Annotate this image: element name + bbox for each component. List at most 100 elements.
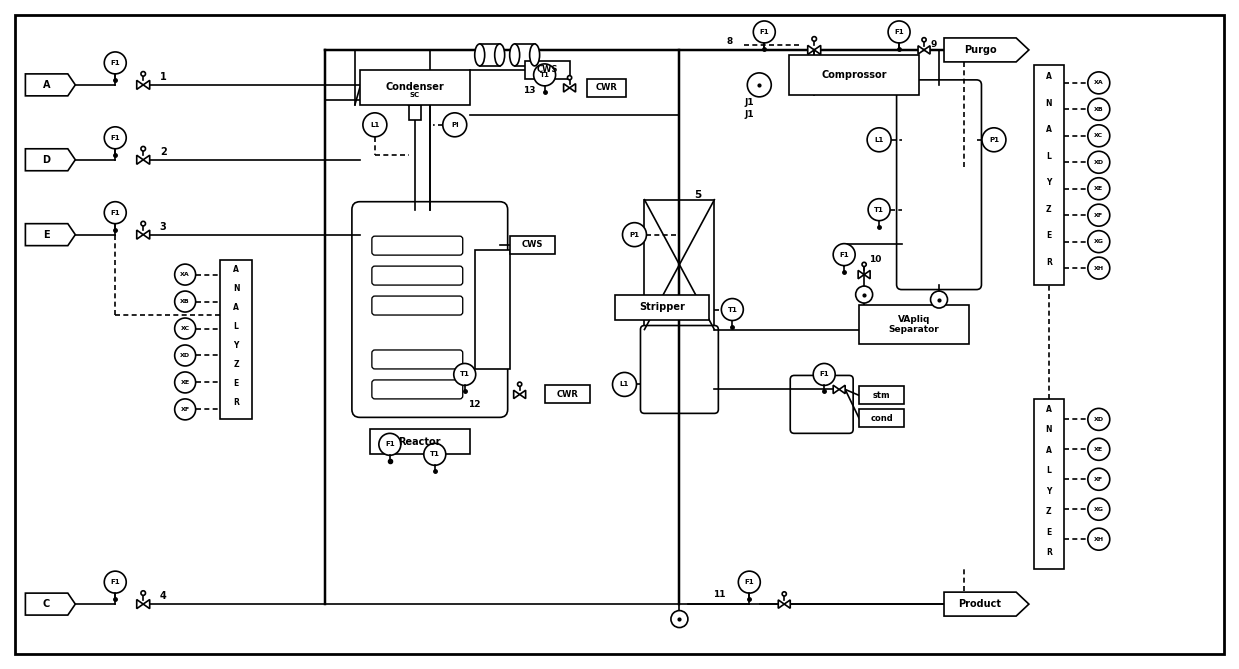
Polygon shape — [519, 390, 525, 399]
Text: E: E — [1046, 528, 1052, 537]
Text: cond: cond — [870, 414, 893, 423]
Text: XH: XH — [1094, 266, 1104, 270]
FancyBboxPatch shape — [372, 296, 462, 315]
Polygon shape — [25, 74, 76, 96]
Text: XB: XB — [1094, 107, 1104, 112]
Bar — [475, 250, 509, 369]
FancyBboxPatch shape — [790, 375, 854, 434]
Text: Z: Z — [1046, 205, 1052, 213]
Text: L1: L1 — [370, 122, 379, 128]
Circle shape — [104, 127, 126, 149]
Circle shape — [813, 363, 835, 385]
Circle shape — [175, 372, 196, 393]
Polygon shape — [833, 385, 839, 393]
Polygon shape — [144, 230, 150, 240]
Text: E: E — [1046, 231, 1052, 240]
Circle shape — [141, 147, 145, 151]
Text: 7: 7 — [372, 77, 378, 87]
Circle shape — [442, 113, 467, 136]
Bar — [1033, 65, 1064, 284]
Circle shape — [672, 611, 688, 628]
Polygon shape — [859, 270, 864, 279]
Text: T1: T1 — [875, 207, 885, 213]
Circle shape — [363, 113, 387, 136]
Bar — [370, 429, 470, 454]
Text: L1: L1 — [620, 381, 629, 387]
Text: Z: Z — [1046, 507, 1052, 516]
Text: F1: F1 — [385, 442, 395, 448]
Text: Stripper: Stripper — [639, 302, 685, 312]
Circle shape — [141, 72, 145, 76]
Text: XF: XF — [1094, 213, 1104, 217]
Bar — [859, 304, 969, 345]
Circle shape — [867, 128, 891, 152]
Circle shape — [747, 73, 771, 97]
Text: F1: F1 — [110, 579, 120, 585]
Text: F1: F1 — [110, 134, 120, 140]
Polygon shape — [918, 45, 924, 54]
Circle shape — [518, 382, 522, 386]
Text: F1: F1 — [760, 29, 769, 35]
Circle shape — [983, 128, 1006, 152]
Text: XD: XD — [180, 353, 191, 358]
Polygon shape — [814, 45, 820, 54]
Circle shape — [1088, 408, 1110, 430]
Text: F1: F1 — [819, 371, 829, 377]
Circle shape — [175, 318, 196, 339]
Text: XE: XE — [1094, 447, 1104, 452]
Ellipse shape — [494, 44, 504, 66]
Circle shape — [175, 399, 196, 420]
Polygon shape — [778, 600, 784, 608]
Text: A: A — [1046, 446, 1052, 455]
Bar — [545, 385, 590, 403]
Text: stm: stm — [872, 391, 891, 400]
Text: D: D — [42, 155, 51, 165]
Polygon shape — [839, 385, 845, 393]
Bar — [586, 79, 627, 97]
Text: Purgo: Purgo — [964, 45, 996, 55]
Text: CWR: CWR — [556, 390, 579, 399]
Text: Z: Z — [233, 360, 239, 369]
Text: T1: T1 — [430, 452, 440, 458]
Text: XG: XG — [1094, 506, 1104, 512]
Circle shape — [403, 83, 426, 107]
Text: XD: XD — [1094, 160, 1104, 165]
Text: 4: 4 — [160, 591, 166, 601]
Circle shape — [721, 298, 743, 320]
Text: F1: F1 — [110, 209, 120, 215]
Text: Product: Product — [959, 599, 1001, 609]
Text: A: A — [1046, 405, 1052, 414]
Text: CWR: CWR — [596, 84, 617, 92]
Bar — [859, 409, 904, 427]
FancyBboxPatch shape — [641, 326, 719, 413]
Polygon shape — [944, 38, 1028, 62]
Text: P1: P1 — [629, 231, 639, 237]
Text: Reactor: Reactor — [399, 437, 441, 447]
Circle shape — [453, 363, 476, 385]
Text: XB: XB — [180, 299, 190, 304]
Text: PI: PI — [451, 122, 458, 128]
Text: P1: P1 — [989, 136, 999, 142]
Text: 1: 1 — [160, 72, 166, 82]
Polygon shape — [136, 599, 144, 609]
Circle shape — [1088, 204, 1110, 226]
Circle shape — [1088, 468, 1110, 490]
Text: XC: XC — [1094, 133, 1104, 138]
FancyBboxPatch shape — [372, 380, 462, 399]
Circle shape — [856, 286, 872, 303]
FancyBboxPatch shape — [352, 201, 508, 417]
Text: 3: 3 — [160, 221, 166, 231]
Text: R: R — [1046, 258, 1052, 267]
Ellipse shape — [509, 44, 519, 66]
Text: Condenser: Condenser — [385, 82, 444, 92]
Text: 8: 8 — [726, 37, 732, 46]
Text: Comprossor: Comprossor — [821, 70, 887, 80]
Polygon shape — [136, 155, 144, 165]
Circle shape — [888, 21, 911, 43]
Circle shape — [782, 592, 787, 596]
Polygon shape — [25, 593, 76, 615]
Circle shape — [104, 571, 126, 593]
Circle shape — [1088, 257, 1110, 279]
Circle shape — [141, 221, 145, 226]
Text: L: L — [234, 322, 239, 331]
